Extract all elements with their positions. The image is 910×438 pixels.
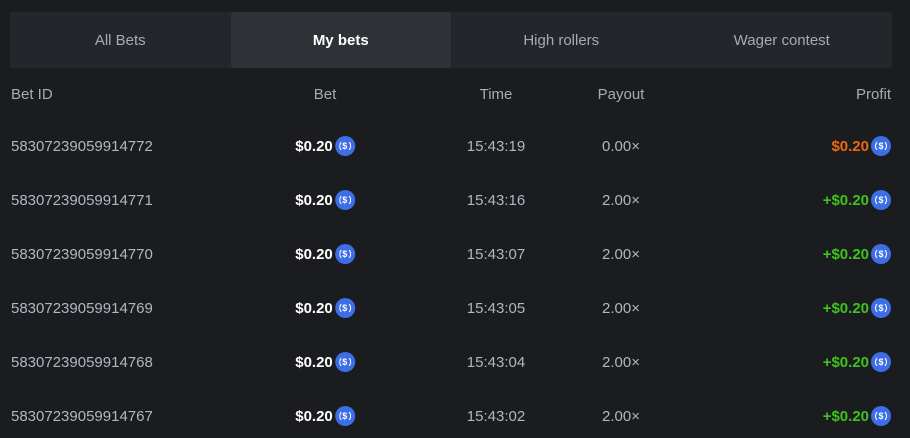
bet-value: $0.20	[295, 137, 333, 155]
bet-time: 15:43:02	[466, 407, 526, 425]
table-header: Bet ID Bet Time Payout Profit	[0, 84, 910, 104]
bet-profit: +$0.20 $	[823, 406, 891, 426]
bet-value: $0.20	[295, 245, 333, 263]
usdc-coin-icon: $	[871, 298, 891, 318]
profit-value: +$0.20	[822, 353, 869, 371]
bet-time: 15:43:07	[466, 245, 526, 263]
bet-value: $0.20	[295, 353, 333, 371]
tab-my-bets[interactable]: My bets	[230, 12, 451, 68]
bet-id[interactable]: 58307239059914772	[11, 137, 153, 155]
table-row[interactable]: 58307239059914770 $0.20 $ 15:43:07 2.00× …	[0, 244, 910, 264]
usdc-coin-icon: $	[334, 298, 355, 318]
bet-profit: +$0.20 $	[823, 298, 891, 318]
bet-amount: $0.20 $	[295, 352, 355, 372]
bet-profit: +$0.20 $	[823, 244, 891, 264]
profit-value: $0.20	[831, 137, 869, 155]
bet-time: 15:43:04	[466, 353, 526, 371]
bet-payout: 0.00×	[602, 137, 640, 155]
header-payout: Payout	[597, 85, 645, 103]
bet-value: $0.20	[295, 407, 333, 425]
usdc-coin-icon: $	[871, 406, 891, 426]
table-row[interactable]: 58307239059914769 $0.20 $ 15:43:05 2.00× …	[0, 298, 910, 318]
table-row[interactable]: 58307239059914771 $0.20 $ 15:43:16 2.00× …	[0, 190, 910, 210]
bet-profit: +$0.20 $	[823, 352, 891, 372]
bets-tabs: All Bets My bets High rollers Wager cont…	[10, 12, 892, 68]
usdc-coin-icon: $	[334, 136, 355, 156]
header-bet: Bet	[313, 85, 337, 103]
bet-amount: $0.20 $	[295, 406, 355, 426]
table-row[interactable]: 58307239059914767 $0.20 $ 15:43:02 2.00× …	[0, 406, 910, 426]
bet-amount: $0.20 $	[295, 298, 355, 318]
usdc-coin-icon: $	[871, 136, 891, 156]
bet-value: $0.20	[295, 299, 333, 317]
bet-id[interactable]: 58307239059914767	[11, 407, 153, 425]
bet-amount: $0.20 $	[295, 244, 355, 264]
bet-payout: 2.00×	[602, 191, 640, 209]
profit-value: +$0.20	[822, 245, 869, 263]
bet-payout: 2.00×	[602, 245, 640, 263]
bet-profit: $0.20 $	[831, 136, 891, 156]
tab-all-bets[interactable]: All Bets	[94, 31, 146, 49]
bet-amount: $0.20 $	[295, 136, 355, 156]
bet-id[interactable]: 58307239059914768	[11, 353, 153, 371]
bet-time: 15:43:16	[466, 191, 526, 209]
bet-value: $0.20	[295, 191, 333, 209]
profit-value: +$0.20	[822, 191, 869, 209]
table-row[interactable]: 58307239059914772 $0.20 $ 15:43:19 0.00× …	[0, 136, 910, 156]
header-bet-id: Bet ID	[11, 85, 53, 103]
table-row[interactable]: 58307239059914768 $0.20 $ 15:43:04 2.00× …	[0, 352, 910, 372]
header-time: Time	[479, 85, 513, 103]
usdc-coin-icon: $	[334, 190, 355, 210]
tab-wager-contest[interactable]: Wager contest	[733, 31, 830, 49]
usdc-coin-icon: $	[334, 352, 355, 372]
usdc-coin-icon: $	[871, 190, 891, 210]
bet-id[interactable]: 58307239059914771	[11, 191, 153, 209]
bet-time: 15:43:19	[466, 137, 526, 155]
bet-id[interactable]: 58307239059914770	[11, 245, 153, 263]
tab-high-rollers[interactable]: High rollers	[523, 31, 600, 49]
header-profit: Profit	[855, 85, 891, 103]
usdc-coin-icon: $	[334, 406, 355, 426]
bet-profit: +$0.20 $	[823, 190, 891, 210]
bet-payout: 2.00×	[602, 353, 640, 371]
usdc-coin-icon: $	[871, 352, 891, 372]
bet-amount: $0.20 $	[295, 190, 355, 210]
profit-value: +$0.20	[822, 407, 869, 425]
usdc-coin-icon: $	[871, 244, 891, 264]
profit-value: +$0.20	[822, 299, 869, 317]
bet-time: 15:43:05	[466, 299, 526, 317]
bet-payout: 2.00×	[602, 299, 640, 317]
bet-id[interactable]: 58307239059914769	[11, 299, 153, 317]
bet-payout: 2.00×	[602, 407, 640, 425]
usdc-coin-icon: $	[334, 244, 355, 264]
